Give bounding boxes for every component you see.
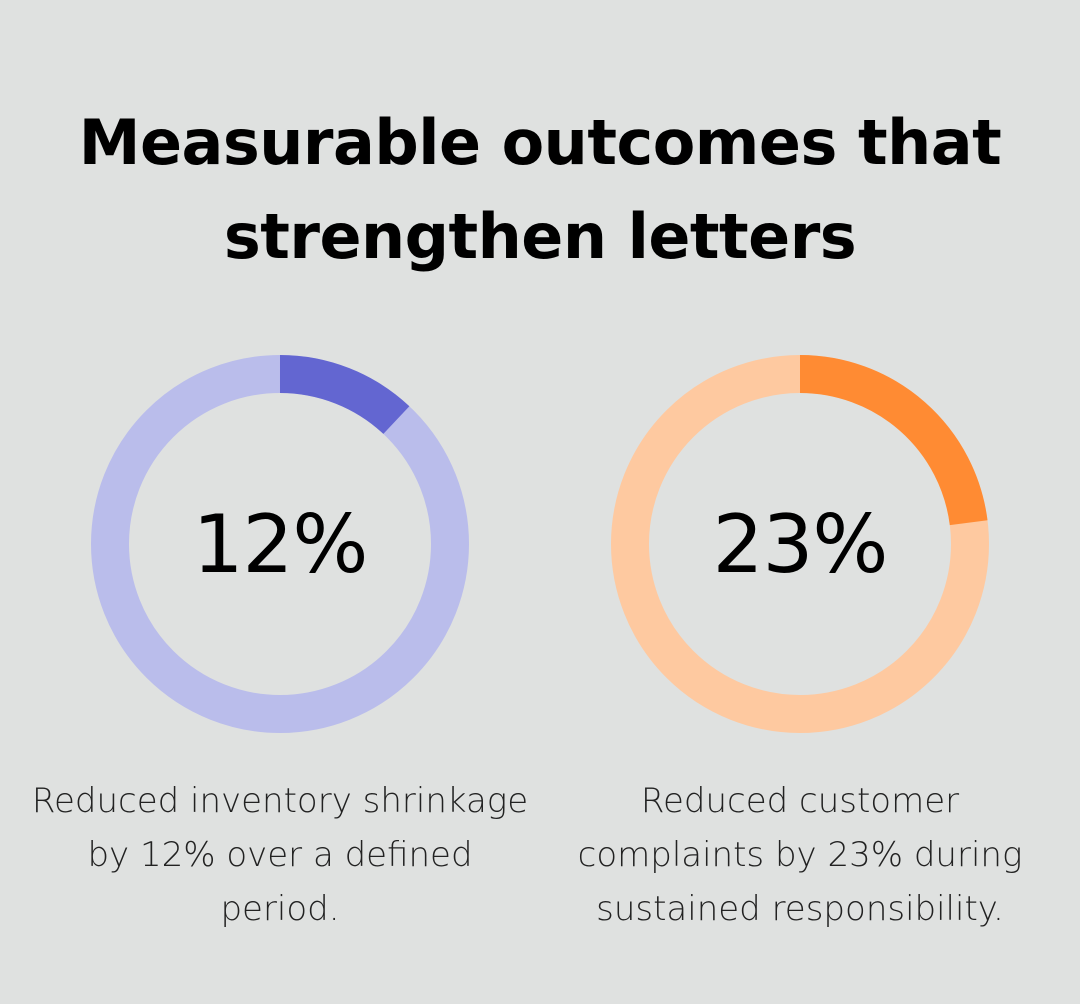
donut-value-arc [799, 355, 988, 526]
donut-chart: 23% [610, 354, 990, 734]
stat-caption: Reduced customer complaints by 23% durin… [577, 781, 1023, 929]
stat-customer-complaints: 23% Reduced customer complaints by 23% d… [540, 354, 1060, 936]
title-line-1: Measurable outcomes that [78, 106, 1002, 179]
stat-caption: Reduced inventory shrinkage by 12% over … [31, 781, 529, 929]
donut-svg [611, 355, 989, 733]
percent-label: 12% [192, 497, 369, 591]
percent-label: 23% [712, 497, 889, 591]
page-title: Measurable outcomes that strengthen lett… [0, 96, 1080, 284]
title-line-2: strengthen letters [223, 200, 857, 273]
donut-svg [91, 355, 469, 733]
stat-inventory-shrinkage: 12% Reduced inventory shrinkage by 12% o… [20, 354, 540, 936]
donut-value-arc [279, 355, 410, 435]
donut-chart: 12% [90, 354, 470, 734]
